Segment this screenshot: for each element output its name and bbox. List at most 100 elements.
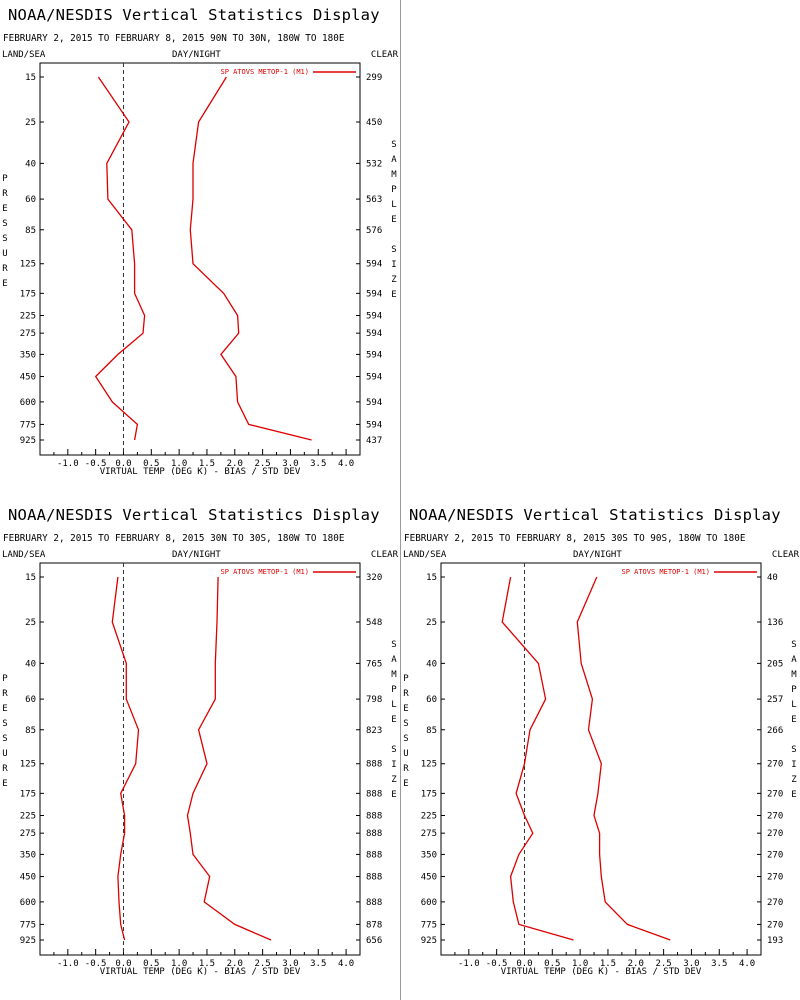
pressure-label: 85 (25, 726, 36, 736)
x-tick-label: 0.5 (143, 459, 159, 469)
x-tick-label: 0.0 (516, 959, 532, 969)
pressure-label: 25 (25, 618, 36, 628)
panel-date-range: FEBRUARY 2, 2015 TO FEBRUARY 8, 2015 30N… (3, 533, 345, 544)
pressure-label: 275 (421, 829, 437, 839)
plot-frame (440, 562, 762, 956)
x-tick-label: 2.0 (227, 459, 243, 469)
legend-label: SP ATOVS METOP-1 (M1) (220, 68, 309, 76)
sample-size-value: 270 (767, 850, 783, 860)
sample-size-value: 270 (767, 898, 783, 908)
sample-size-value: 888 (366, 873, 382, 883)
x-tick-label: 3.5 (310, 459, 326, 469)
pressure-label: 925 (421, 936, 437, 946)
pressure-label: 225 (20, 811, 36, 821)
pressure-label: 15 (25, 573, 36, 583)
sample-size-value: 594 (366, 311, 382, 321)
sample-size-value: 270 (767, 920, 783, 930)
land-sea-label: LAND/SEA (403, 550, 447, 560)
x-tick-label: 2.5 (254, 459, 270, 469)
sample-size-value: 270 (767, 811, 783, 821)
pressure-label: 225 (421, 811, 437, 821)
pressure-label: 125 (20, 260, 36, 270)
panel-title: NOAA/NESDIS Vertical Statistics Display (8, 6, 380, 24)
pressure-axis-label: P R E S S U R E (2, 174, 8, 289)
x-tick-label: -0.5 (85, 959, 107, 969)
bias-line (111, 576, 140, 941)
sample-size-value: 548 (366, 618, 382, 628)
sample-size-value: 594 (366, 398, 382, 408)
sample-size-value: 270 (767, 873, 783, 883)
sample-size-value: 823 (366, 726, 382, 736)
sample-size-value: 532 (366, 159, 382, 169)
x-tick-label: 3.5 (310, 959, 326, 969)
pressure-label: 85 (25, 226, 36, 236)
x-tick-label: 0.0 (115, 459, 131, 469)
pressure-label: 60 (426, 695, 437, 705)
sample-size-value: 765 (366, 659, 382, 669)
clear-label: CLEAR (370, 50, 398, 60)
x-tick-label: 4.0 (739, 959, 755, 969)
sample-size-value: 136 (767, 618, 783, 628)
pressure-label: 40 (25, 159, 36, 169)
x-axis-title: VIRTUAL TEMP (DEG K) - BIAS / STD DEV (99, 467, 301, 477)
x-tick-label: 1.5 (199, 459, 215, 469)
x-tick-label: 4.0 (338, 459, 354, 469)
day-night-label: DAY/NIGHT (172, 50, 221, 60)
std-dev-line (576, 576, 671, 941)
x-tick-label: 1.0 (572, 959, 588, 969)
clear-label: CLEAR (771, 550, 799, 560)
sample-size-value: 576 (366, 226, 382, 236)
pressure-label: 275 (20, 329, 36, 339)
sample-size-value: 270 (767, 760, 783, 770)
chart-panel-90n-30n: NOAA/NESDIS Vertical Statistics Display … (0, 0, 400, 500)
pressure-label: 450 (20, 873, 36, 883)
x-tick-label: 3.0 (282, 459, 298, 469)
x-tick-label: 3.0 (683, 959, 699, 969)
sample-size-value: 193 (767, 936, 783, 946)
pressure-label: 775 (20, 420, 36, 430)
pressure-label: 600 (20, 398, 36, 408)
x-tick-label: 3.0 (282, 959, 298, 969)
sample-size-value: 888 (366, 760, 382, 770)
pressure-label: 225 (20, 311, 36, 321)
x-tick-label: 1.0 (171, 459, 187, 469)
x-tick-label: -0.5 (85, 459, 107, 469)
std-dev-line (186, 576, 272, 941)
sample-size-value: 594 (366, 260, 382, 270)
x-tick-label: -1.0 (458, 959, 480, 969)
pressure-axis-label: P R E S S U R E (2, 674, 8, 789)
sample-size-value: 656 (366, 936, 382, 946)
day-night-label: DAY/NIGHT (172, 550, 221, 560)
x-tick-label: 1.5 (600, 959, 616, 969)
pressure-label: 60 (25, 195, 36, 205)
pressure-label: 60 (25, 695, 36, 705)
pressure-label: 925 (20, 436, 36, 446)
sample-size-value: 888 (366, 789, 382, 799)
chart-panel-30n-30s: NOAA/NESDIS Vertical Statistics Display … (0, 500, 400, 1000)
sample-size-value: 205 (767, 659, 783, 669)
x-tick-label: 2.0 (227, 959, 243, 969)
land-sea-label: LAND/SEA (2, 550, 46, 560)
x-tick-label: 4.0 (338, 959, 354, 969)
clear-label: CLEAR (370, 550, 398, 560)
sample-size-value: 299 (366, 73, 382, 83)
sample-size-value: 270 (767, 789, 783, 799)
x-tick-label: 0.5 (544, 959, 560, 969)
pressure-label: 125 (421, 760, 437, 770)
sample-size-axis-label: S A M P L E S I Z E (391, 140, 397, 300)
pressure-label: 350 (421, 850, 437, 860)
panel-date-range: FEBRUARY 2, 2015 TO FEBRUARY 8, 2015 30S… (404, 533, 746, 544)
legend-label: SP ATOVS METOP-1 (M1) (220, 568, 309, 576)
sample-size-value: 798 (366, 695, 382, 705)
empty-panel (401, 0, 800, 500)
chart-panel-30s-90s: NOAA/NESDIS Vertical Statistics Display … (401, 500, 800, 1000)
sample-size-axis-label: S A M P L E S I Z E (391, 640, 397, 800)
pressure-label: 40 (25, 659, 36, 669)
chart-svg: 15 320 25 548 40 765 60 798 85 823 125 888 175 888 225… (20, 562, 382, 969)
sample-size-value: 888 (366, 829, 382, 839)
panel-title: NOAA/NESDIS Vertical Statistics Display (409, 506, 781, 524)
x-tick-label: 1.0 (171, 959, 187, 969)
x-tick-label: 0.5 (143, 959, 159, 969)
sample-size-axis-label: S A M P L E S I Z E (791, 640, 797, 800)
pressure-label: 125 (20, 760, 36, 770)
